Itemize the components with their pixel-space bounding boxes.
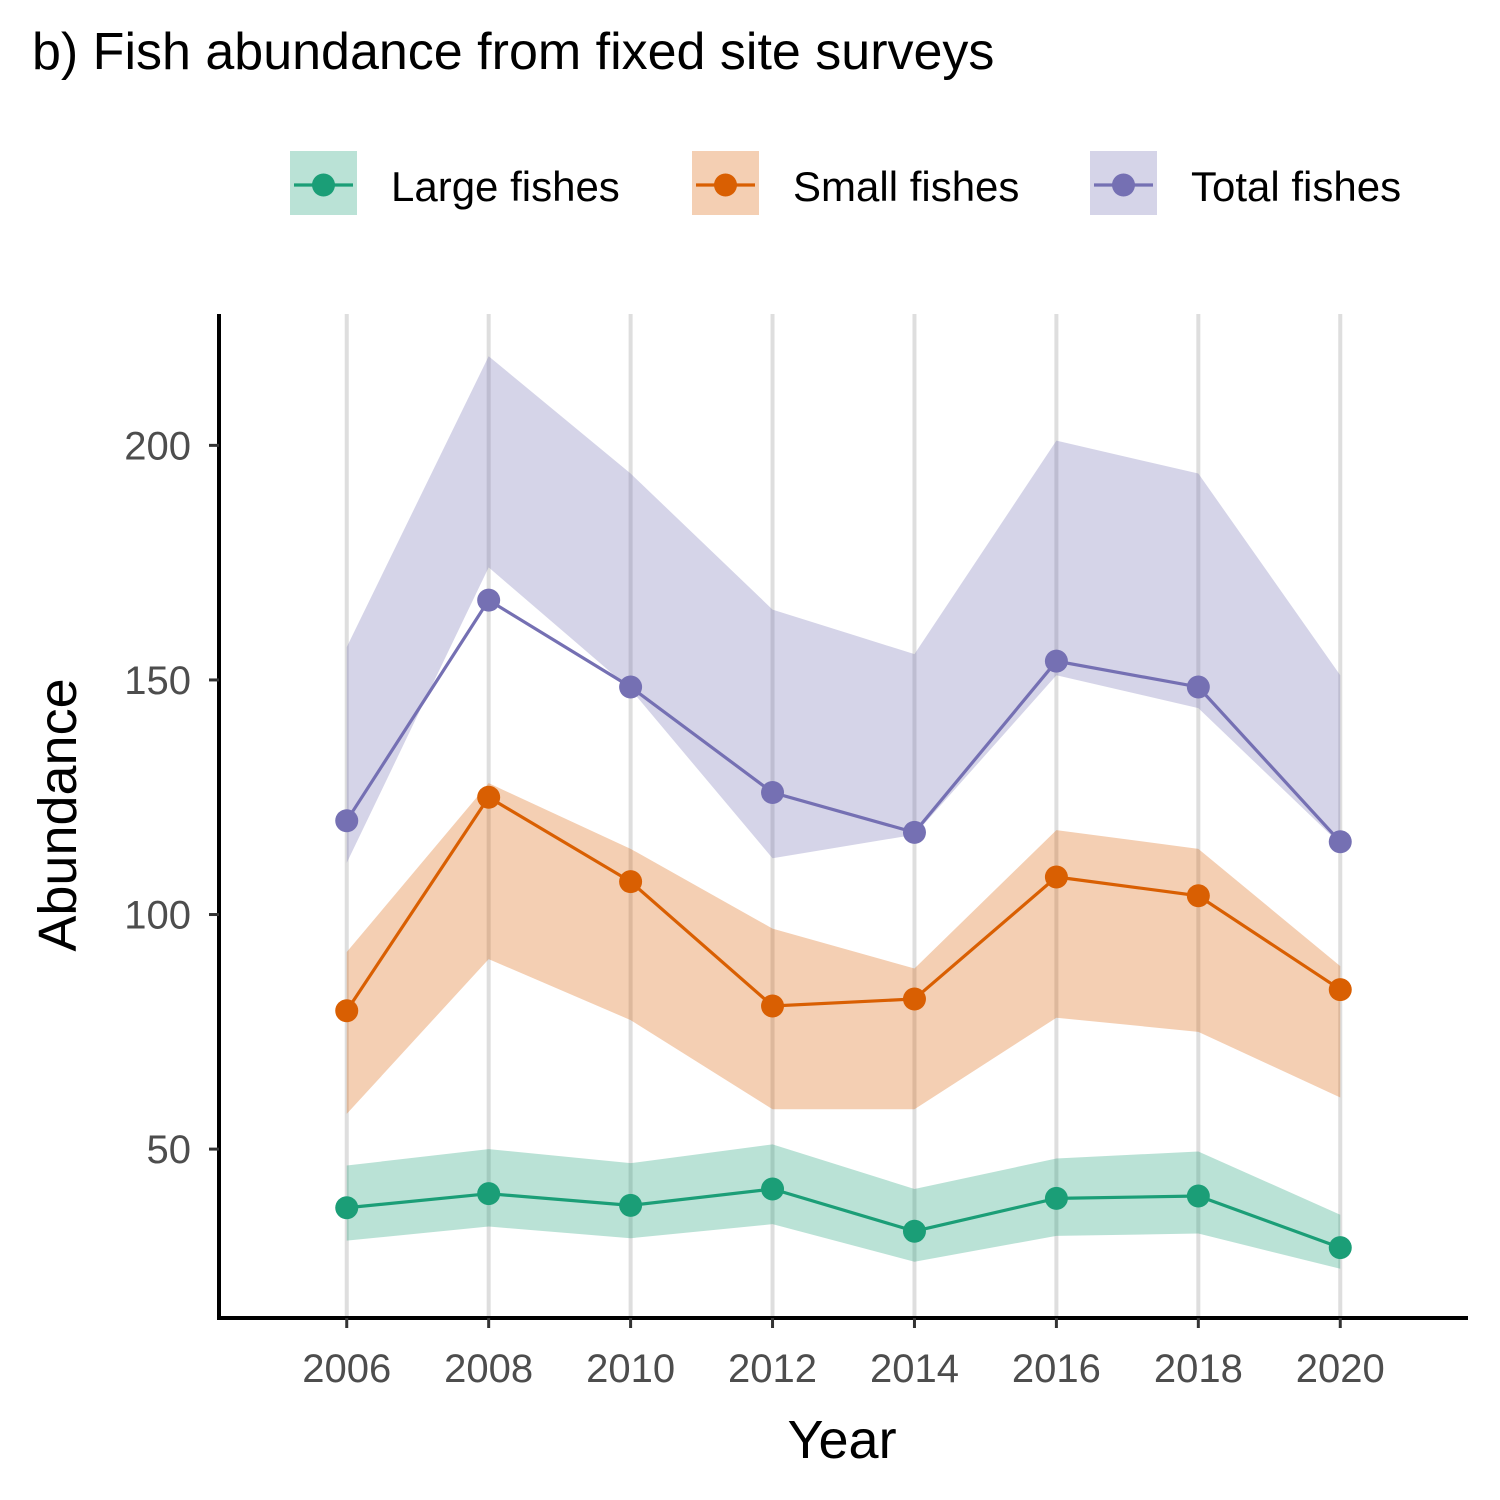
- legend-marker-large-fishes: [312, 173, 335, 197]
- x-tick-label-2020: 2020: [1296, 1347, 1385, 1391]
- series-lines: [345, 598, 1342, 1250]
- legend-marker-small-fishes: [714, 173, 737, 197]
- ribbon-small-fishes: [346, 783, 1341, 1114]
- legend-marker-total-fishes: [1112, 173, 1135, 197]
- point-small-fishes-2006: [335, 999, 359, 1023]
- chart-title: b) Fish abundance from fixed site survey…: [32, 23, 995, 81]
- legend-label-total-fishes: Total fishes: [1191, 163, 1401, 210]
- point-total-fishes-2018: [1186, 675, 1210, 699]
- point-large-fishes-2006: [335, 1196, 359, 1220]
- point-total-fishes-2014: [902, 820, 926, 844]
- legend-item-small-fishes: Small fishes: [692, 151, 1019, 215]
- x-tick-label-2018: 2018: [1154, 1347, 1243, 1391]
- line-large-fishes: [346, 1187, 1341, 1250]
- ribbon-large-fishes: [346, 1144, 1341, 1269]
- y-axis-title: Abundance: [28, 678, 88, 951]
- confidence-ribbons: [346, 356, 1341, 1269]
- point-small-fishes-2010: [619, 870, 643, 894]
- line-small-fishes: [345, 795, 1342, 1012]
- x-tick-label-2014: 2014: [870, 1347, 959, 1391]
- x-tick-label-2012: 2012: [728, 1347, 817, 1391]
- gridlines: [344, 314, 1343, 1318]
- y-tick-label-100: 100: [124, 894, 191, 938]
- point-small-fishes-2018: [1186, 884, 1210, 908]
- point-total-fishes-2010: [619, 675, 643, 699]
- point-total-fishes-2008: [477, 588, 501, 612]
- plot-area: 2006 2008 2010 2012 2014 2016 2018 2020 50 100 15…: [124, 314, 1468, 1391]
- y-axis-ticks: 50 100 150 200: [124, 424, 219, 1172]
- legend-item-large-fishes: Large fishes: [290, 151, 620, 215]
- point-total-fishes-2006: [335, 809, 359, 833]
- point-total-fishes-2016: [1044, 649, 1068, 673]
- point-large-fishes-2018: [1186, 1184, 1210, 1208]
- x-tick-label-2010: 2010: [586, 1347, 675, 1391]
- y-tick-label-150: 150: [124, 659, 191, 703]
- x-tick-label-2016: 2016: [1012, 1347, 1101, 1391]
- legend-label-large-fishes: Large fishes: [391, 163, 620, 210]
- point-large-fishes-2010: [619, 1193, 643, 1217]
- data-points: [335, 588, 1352, 1260]
- y-tick-label-200: 200: [124, 424, 191, 468]
- point-small-fishes-2012: [761, 994, 785, 1018]
- legend-item-total-fishes: Total fishes: [1090, 151, 1401, 215]
- point-large-fishes-2014: [902, 1219, 926, 1243]
- ribbon-total-fishes: [346, 356, 1341, 863]
- point-large-fishes-2008: [477, 1182, 501, 1206]
- x-tick-label-2006: 2006: [302, 1347, 391, 1391]
- point-total-fishes-2020: [1328, 830, 1352, 854]
- point-large-fishes-2012: [761, 1177, 785, 1201]
- x-tick-label-2008: 2008: [444, 1347, 533, 1391]
- x-axis-ticks: 2006 2008 2010 2012 2014 2016 2018 2020: [302, 1318, 1385, 1391]
- point-small-fishes-2014: [902, 987, 926, 1011]
- y-tick-label-50: 50: [147, 1128, 192, 1172]
- legend-label-small-fishes: Small fishes: [793, 163, 1019, 210]
- x-axis-title: Year: [787, 1410, 896, 1470]
- line-total-fishes: [345, 598, 1342, 843]
- point-total-fishes-2012: [761, 781, 785, 805]
- legend: Large fishes Small fishes Total fishes: [290, 151, 1401, 215]
- point-small-fishes-2008: [477, 785, 501, 809]
- point-large-fishes-2020: [1328, 1236, 1352, 1260]
- point-large-fishes-2016: [1044, 1186, 1068, 1210]
- axes: [217, 314, 1468, 1320]
- point-small-fishes-2016: [1044, 865, 1068, 889]
- point-small-fishes-2020: [1328, 978, 1352, 1002]
